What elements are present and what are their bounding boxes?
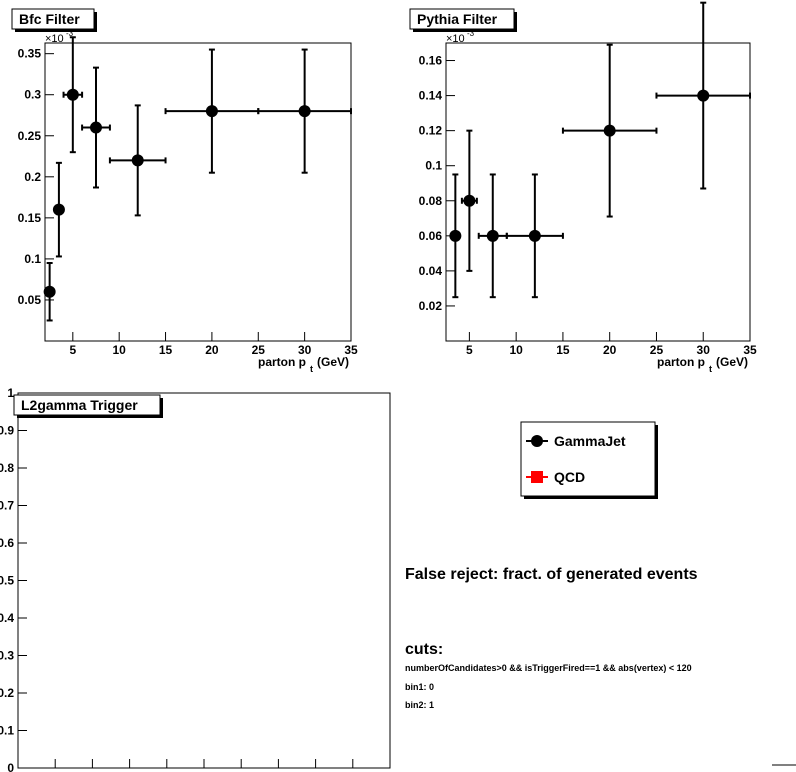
x-tick-label: 0.4: [158, 770, 175, 772]
data-point: [449, 229, 462, 242]
y-tick-label: 0.2: [0, 686, 14, 700]
data-point: [43, 285, 56, 298]
y-tick-label: 0.4: [0, 611, 14, 625]
y-tick-label: 0.1: [425, 159, 442, 173]
x-tick-label: 10: [509, 343, 523, 357]
x-tick-label: 1: [387, 770, 394, 772]
chart-title: L2gamma Trigger: [21, 397, 138, 413]
y-tick-label: 0.25: [18, 129, 42, 143]
y-tick-label: 0.5: [0, 574, 14, 588]
data-point: [205, 105, 218, 118]
y-tick-label: 0.04: [419, 264, 443, 278]
y-tick-label: 0.2: [24, 170, 41, 184]
x-axis-title-sub: t: [310, 364, 313, 374]
title-box: [11, 8, 95, 30]
x-axis-title: parton p t (GeV): [657, 355, 748, 374]
x-tick-label: 5: [466, 343, 473, 357]
y-tick-label: 0.3: [24, 88, 41, 102]
x-tick-label: 10: [113, 343, 127, 357]
frame: [445, 42, 751, 342]
data-point: [697, 89, 710, 102]
x-tick-label: 0: [15, 770, 22, 772]
title-box: [13, 394, 161, 416]
cuts-title: cuts:: [405, 641, 443, 658]
y-tick-label: 0.9: [0, 424, 14, 438]
data-point: [603, 124, 616, 137]
legend-label: QCD: [554, 469, 585, 485]
legend-marker: [531, 471, 543, 483]
x-tick-label: 0.9: [344, 770, 361, 772]
y-tick-label: 0.16: [419, 54, 443, 68]
x-axis-title: parton p t (GeV): [258, 355, 349, 374]
x-axis-title-sub: t: [709, 364, 712, 374]
x-tick-label: 0.1: [47, 770, 64, 772]
exponent: -3: [467, 29, 475, 38]
x-tick-label: 0.5: [196, 770, 213, 772]
exponent-base: ×10: [446, 33, 465, 45]
x-axis-title-unit: (GeV): [716, 355, 748, 369]
y-tick-label: 0.1: [24, 252, 41, 266]
bin-text: bin1: 0: [405, 682, 434, 692]
x-axis-title-unit: (GeV): [317, 355, 349, 369]
x-tick-label: 30: [298, 343, 312, 357]
data-point: [66, 88, 79, 101]
y-tick-label: 0.7: [0, 499, 14, 513]
x-tick-label: 0.2: [84, 770, 101, 772]
x-tick-label: 35: [743, 343, 757, 357]
y-tick-label: 0.3: [0, 649, 14, 663]
x-tick-label: 25: [650, 343, 664, 357]
cuts-text: numberOfCandidates>0 && isTriggerFired==…: [405, 663, 692, 673]
title-box: [409, 8, 515, 30]
y-tick-label: 0.15: [18, 211, 42, 225]
data-point: [131, 154, 144, 167]
data-point: [52, 203, 65, 216]
x-tick-label: 0.8: [307, 770, 324, 772]
data-point: [528, 229, 541, 242]
data-point: [90, 121, 102, 134]
y-tick-label: 0.35: [18, 47, 42, 61]
x-axis-title-main: parton p: [258, 355, 306, 369]
x-tick-label: 30: [697, 343, 711, 357]
bin-text: bin2: 1: [405, 700, 434, 710]
data-point: [486, 229, 499, 242]
y-tick-label: 0.02: [419, 299, 443, 313]
y-tick-label: 0.08: [419, 194, 443, 208]
y-tick-label: 0.1: [0, 724, 14, 738]
legend-label: GammaJet: [554, 433, 626, 449]
data-point: [463, 194, 476, 207]
y-tick-label: 0.14: [419, 89, 443, 103]
exponent: -3: [66, 29, 74, 38]
note-heading: False reject: fract. of generated events: [405, 566, 698, 583]
exponent-base: ×10: [45, 33, 64, 45]
x-tick-label: 0.6: [233, 770, 250, 772]
y-tick-label: 0.6: [0, 536, 14, 550]
x-tick-label: 25: [252, 343, 266, 357]
y-tick-label: 0.8: [0, 461, 14, 475]
x-axis-title-main: parton p: [657, 355, 705, 369]
y-tick-label: 0.06: [419, 229, 443, 243]
legend-shadow: [524, 496, 658, 499]
x-tick-label: 0.7: [270, 770, 287, 772]
x-tick-label: 15: [159, 343, 173, 357]
frame: [44, 42, 352, 342]
x-tick-label: 35: [344, 343, 358, 357]
legend-marker: [531, 435, 543, 447]
x-tick-label: 20: [205, 343, 219, 357]
data-point: [298, 105, 311, 118]
y-tick-label: 0: [7, 761, 14, 772]
x-tick-label: 20: [603, 343, 617, 357]
x-tick-label: 15: [556, 343, 570, 357]
legend-shadow: [655, 425, 658, 499]
y-tick-label: 1: [7, 386, 14, 400]
x-tick-label: 0.3: [121, 770, 138, 772]
y-tick-label: 0.12: [419, 124, 443, 138]
y-tick-label: 0.05: [18, 293, 42, 307]
x-tick-label: 5: [69, 343, 76, 357]
chart-title: Pythia Filter: [417, 11, 498, 27]
chart-title: Bfc Filter: [19, 11, 80, 27]
